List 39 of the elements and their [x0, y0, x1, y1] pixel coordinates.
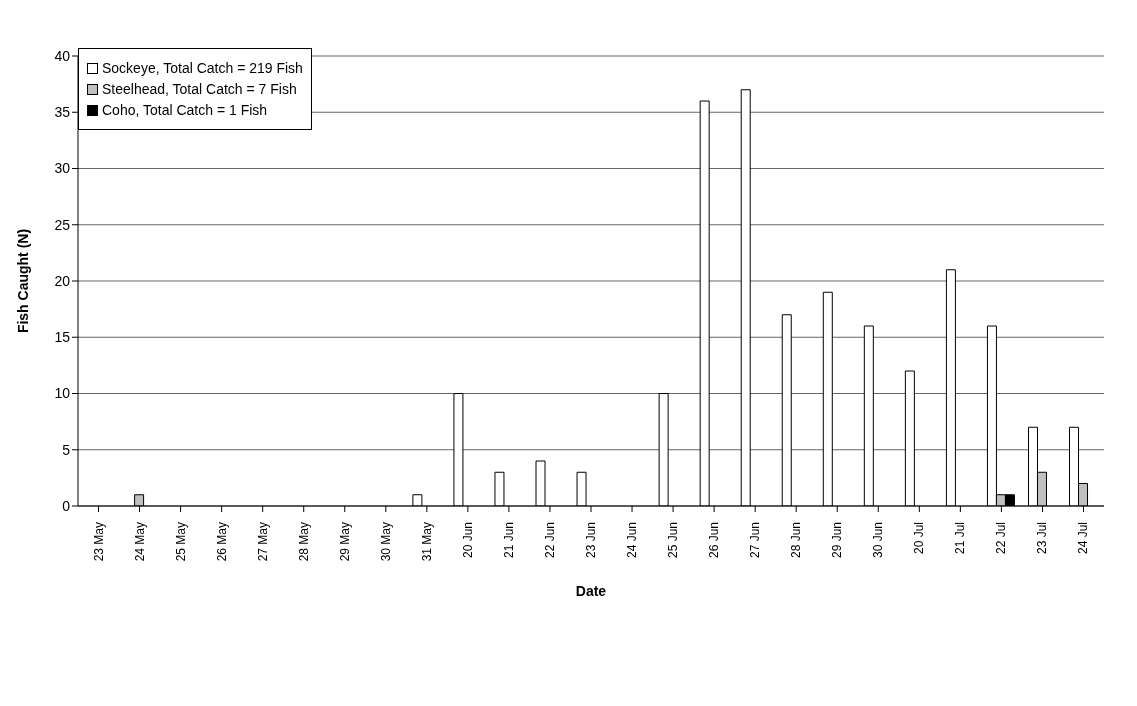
x-tick-label: 31 May [419, 522, 434, 562]
x-tick-label: 22 Jun [542, 522, 557, 559]
y-axis-title: Fish Caught (N) [14, 228, 31, 334]
y-tick-label: 35 [54, 104, 71, 121]
legend-label: Coho, Total Catch = 1 Fish [102, 102, 268, 118]
y-tick-label: 25 [54, 216, 71, 233]
x-tick-label: 29 May [337, 522, 352, 562]
y-tick-label: 5 [62, 441, 71, 458]
x-tick-label: 30 Jun [871, 522, 886, 559]
y-tick-label: 40 [54, 47, 71, 64]
x-tick-label: 25 Jun [666, 522, 681, 559]
y-tick-label: 30 [54, 160, 71, 177]
x-tick-label: 20 Jun [460, 522, 475, 559]
legend-label: Steelhead, Total Catch = 7 Fish [102, 81, 297, 97]
x-tick-label: 24 May [132, 522, 147, 562]
x-tick-label: 30 May [378, 522, 393, 562]
x-tick-label: 21 Jun [501, 522, 516, 559]
x-tick-label: 27 May [255, 522, 270, 562]
y-tick-label: 0 [62, 497, 71, 514]
x-tick-label: 22 Jul [994, 522, 1009, 555]
y-tick-label: 10 [54, 385, 71, 402]
x-tick-label: 28 Jun [789, 522, 804, 559]
x-tick-label: 21 Jul [953, 522, 968, 555]
x-tick-label: 25 May [173, 522, 188, 562]
x-tick-label: 26 May [214, 522, 229, 562]
x-tick-label: 27 Jun [748, 522, 763, 559]
x-tick-label: 23 May [91, 522, 106, 562]
x-tick-label: 24 Jul [1076, 522, 1091, 555]
x-tick-label: 20 Jul [912, 522, 927, 555]
x-tick-label: 24 Jun [625, 522, 640, 559]
x-axis-title: Date [575, 583, 607, 599]
x-tick-label: 26 Jun [707, 522, 722, 559]
x-tick-label: 28 May [296, 522, 311, 562]
y-tick-label: 15 [54, 329, 71, 346]
legend-label: Sockeye, Total Catch = 219 Fish [102, 60, 303, 76]
x-tick-label: 23 Jun [584, 522, 598, 559]
y-tick-label: 20 [54, 272, 71, 289]
x-tick-label: 23 Jul [1035, 522, 1050, 555]
x-tick-label: 29 Jun [830, 522, 845, 559]
